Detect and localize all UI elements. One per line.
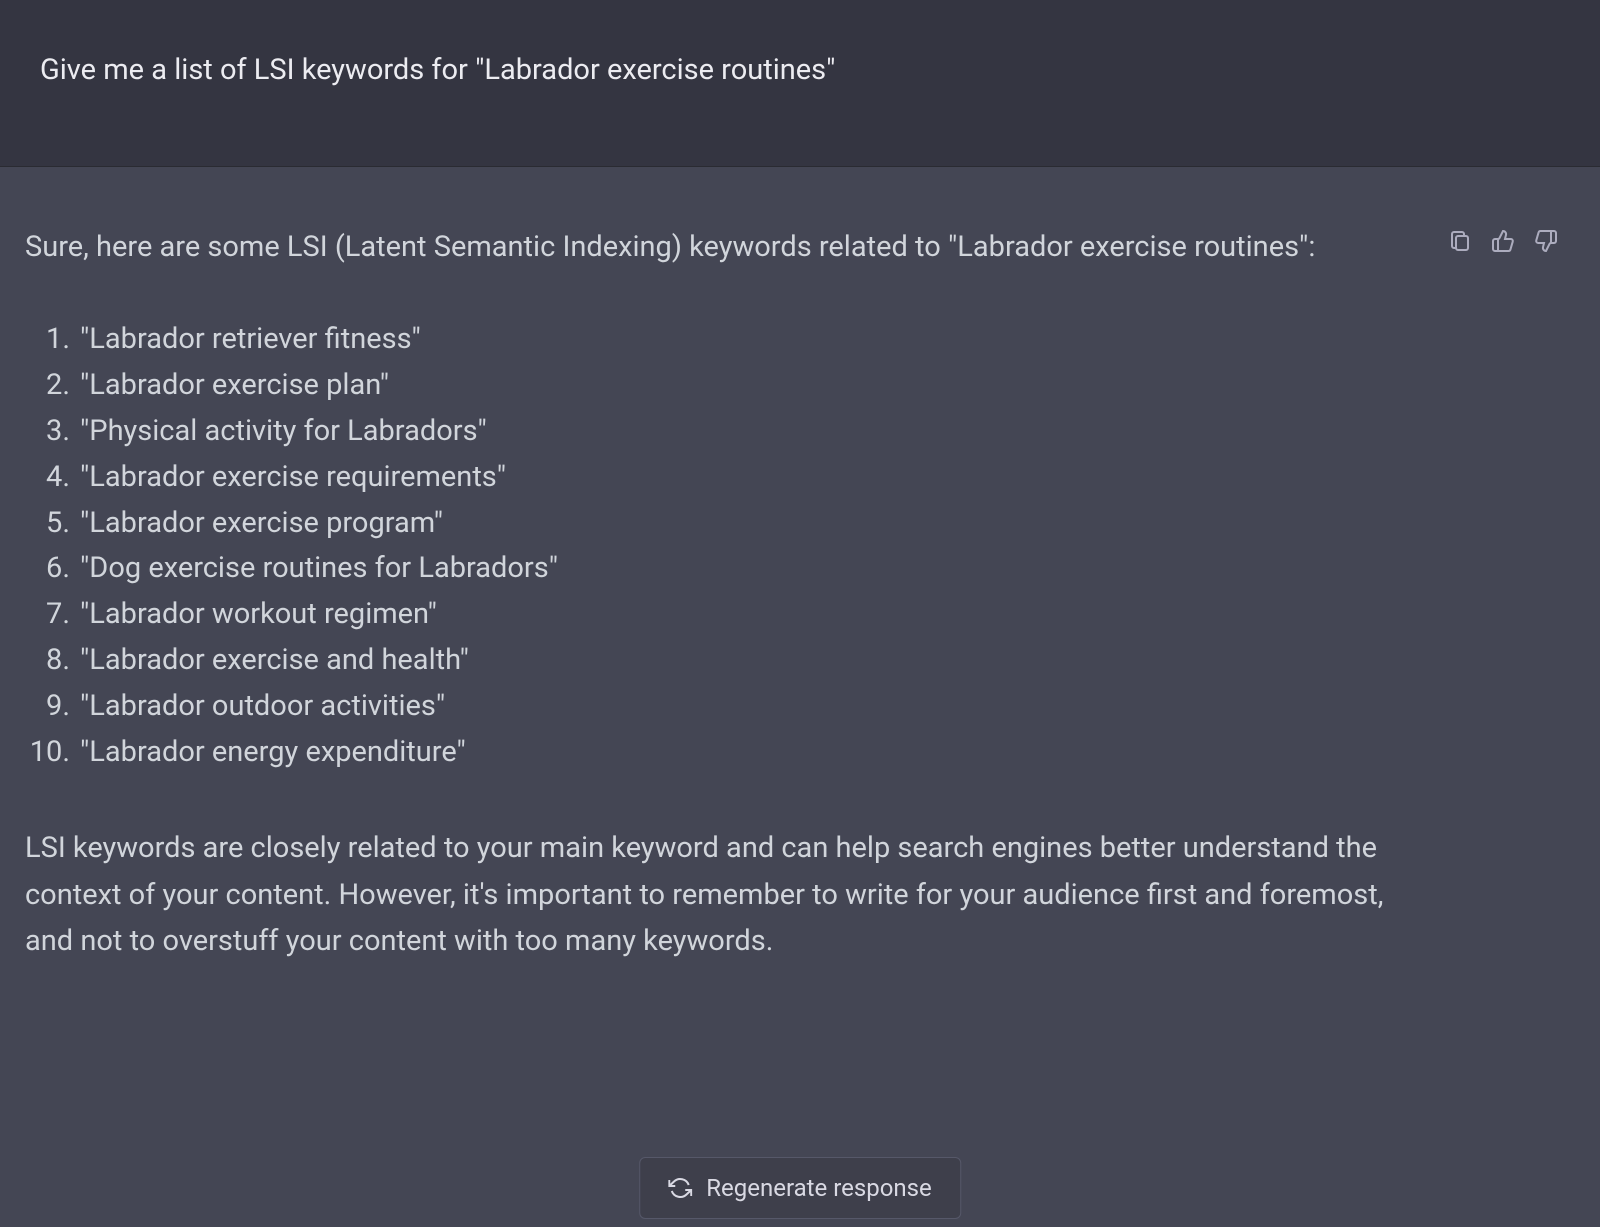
list-item: "Labrador exercise requirements" (25, 455, 1395, 501)
action-icons-container (1446, 222, 1560, 965)
refresh-icon (668, 1176, 692, 1200)
regenerate-label: Regenerate response (706, 1174, 932, 1202)
list-item: "Labrador outdoor activities" (25, 684, 1395, 730)
assistant-intro-text: Sure, here are some LSI (Latent Semantic… (25, 222, 1395, 273)
thumbs-up-icon[interactable] (1489, 227, 1517, 255)
list-item: "Dog exercise routines for Labradors" (25, 546, 1395, 592)
thumbs-down-icon[interactable] (1532, 227, 1560, 255)
list-item: "Labrador retriever fitness" (25, 317, 1395, 363)
copy-icon[interactable] (1446, 227, 1474, 255)
assistant-content: Sure, here are some LSI (Latent Semantic… (25, 222, 1395, 965)
assistant-message-container: Sure, here are some LSI (Latent Semantic… (0, 167, 1600, 1005)
list-item: "Labrador exercise plan" (25, 363, 1395, 409)
keyword-list: "Labrador retriever fitness" "Labrador e… (25, 317, 1395, 775)
user-message-text: Give me a list of LSI keywords for "Labr… (40, 50, 1560, 91)
user-message-container: Give me a list of LSI keywords for "Labr… (0, 0, 1600, 167)
regenerate-button[interactable]: Regenerate response (639, 1157, 961, 1219)
list-item: "Physical activity for Labradors" (25, 409, 1395, 455)
list-item: "Labrador exercise and health" (25, 638, 1395, 684)
list-item: "Labrador workout regimen" (25, 592, 1395, 638)
list-item: "Labrador energy expenditure" (25, 730, 1395, 776)
list-item: "Labrador exercise program" (25, 501, 1395, 547)
assistant-footer-text: LSI keywords are closely related to your… (25, 825, 1395, 964)
